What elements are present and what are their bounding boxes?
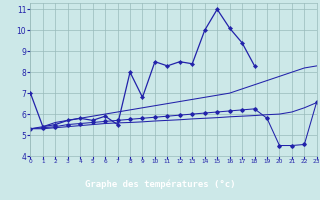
Text: Graphe des températures (°c): Graphe des températures (°c): [85, 179, 235, 189]
